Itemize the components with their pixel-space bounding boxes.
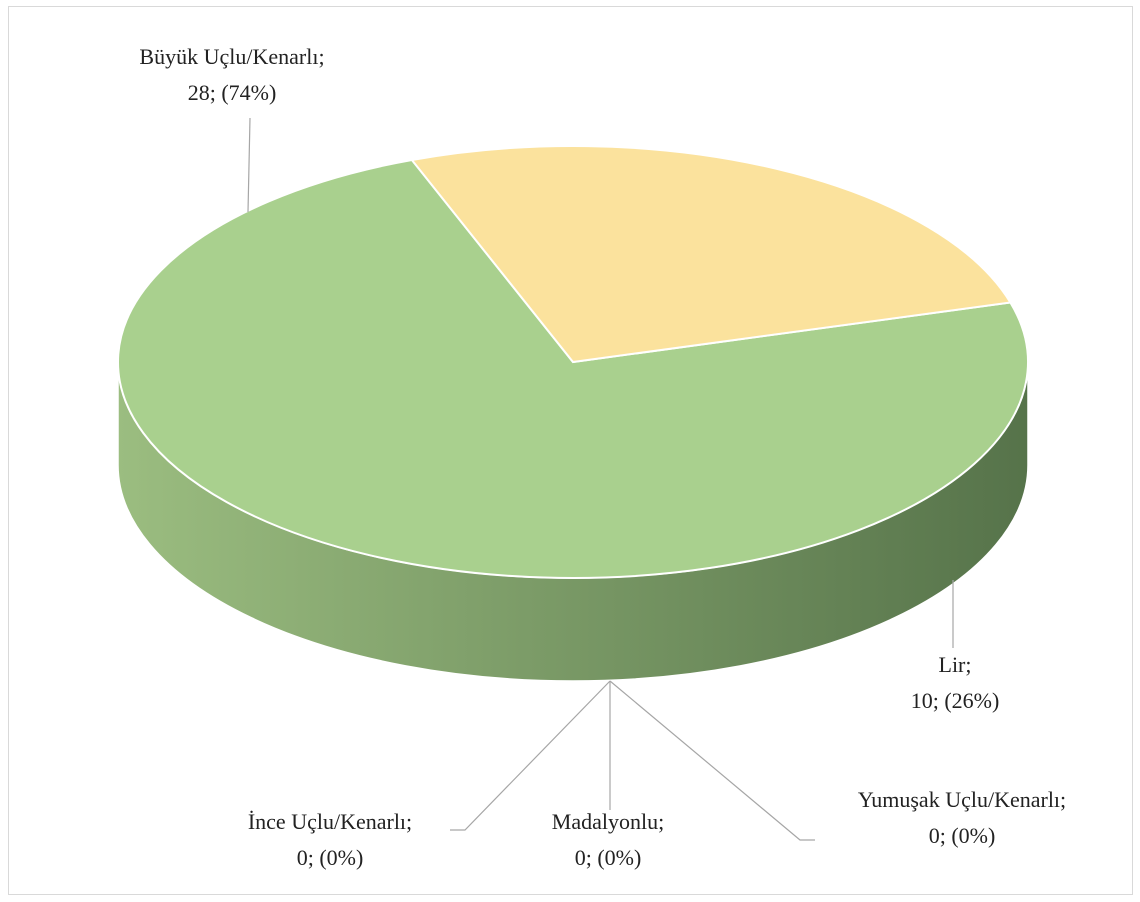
data-label-name: Madalyonlu; (552, 809, 664, 834)
data-label-name: Yumuşak Uçlu/Kenarlı; (858, 787, 1066, 812)
leader-line (609, 680, 815, 841)
data-label-value: 28; (74%) (188, 80, 277, 105)
leader-line (247, 117, 251, 213)
data-label-name: Lir; (939, 652, 972, 677)
data-label-value: 0; (0%) (297, 845, 364, 870)
data-label-name: İnce Uçlu/Kenarlı; (248, 809, 412, 834)
pie-slice (410, 145, 1013, 364)
data-label-name: Büyük Uçlu/Kenarlı; (139, 44, 324, 69)
data-label-value: 0; (0%) (929, 823, 996, 848)
leader-line (450, 680, 611, 831)
data-label-value: 10; (26%) (911, 688, 1000, 713)
pie-slice (116, 158, 1029, 579)
data-label-value: 0; (0%) (575, 845, 642, 870)
